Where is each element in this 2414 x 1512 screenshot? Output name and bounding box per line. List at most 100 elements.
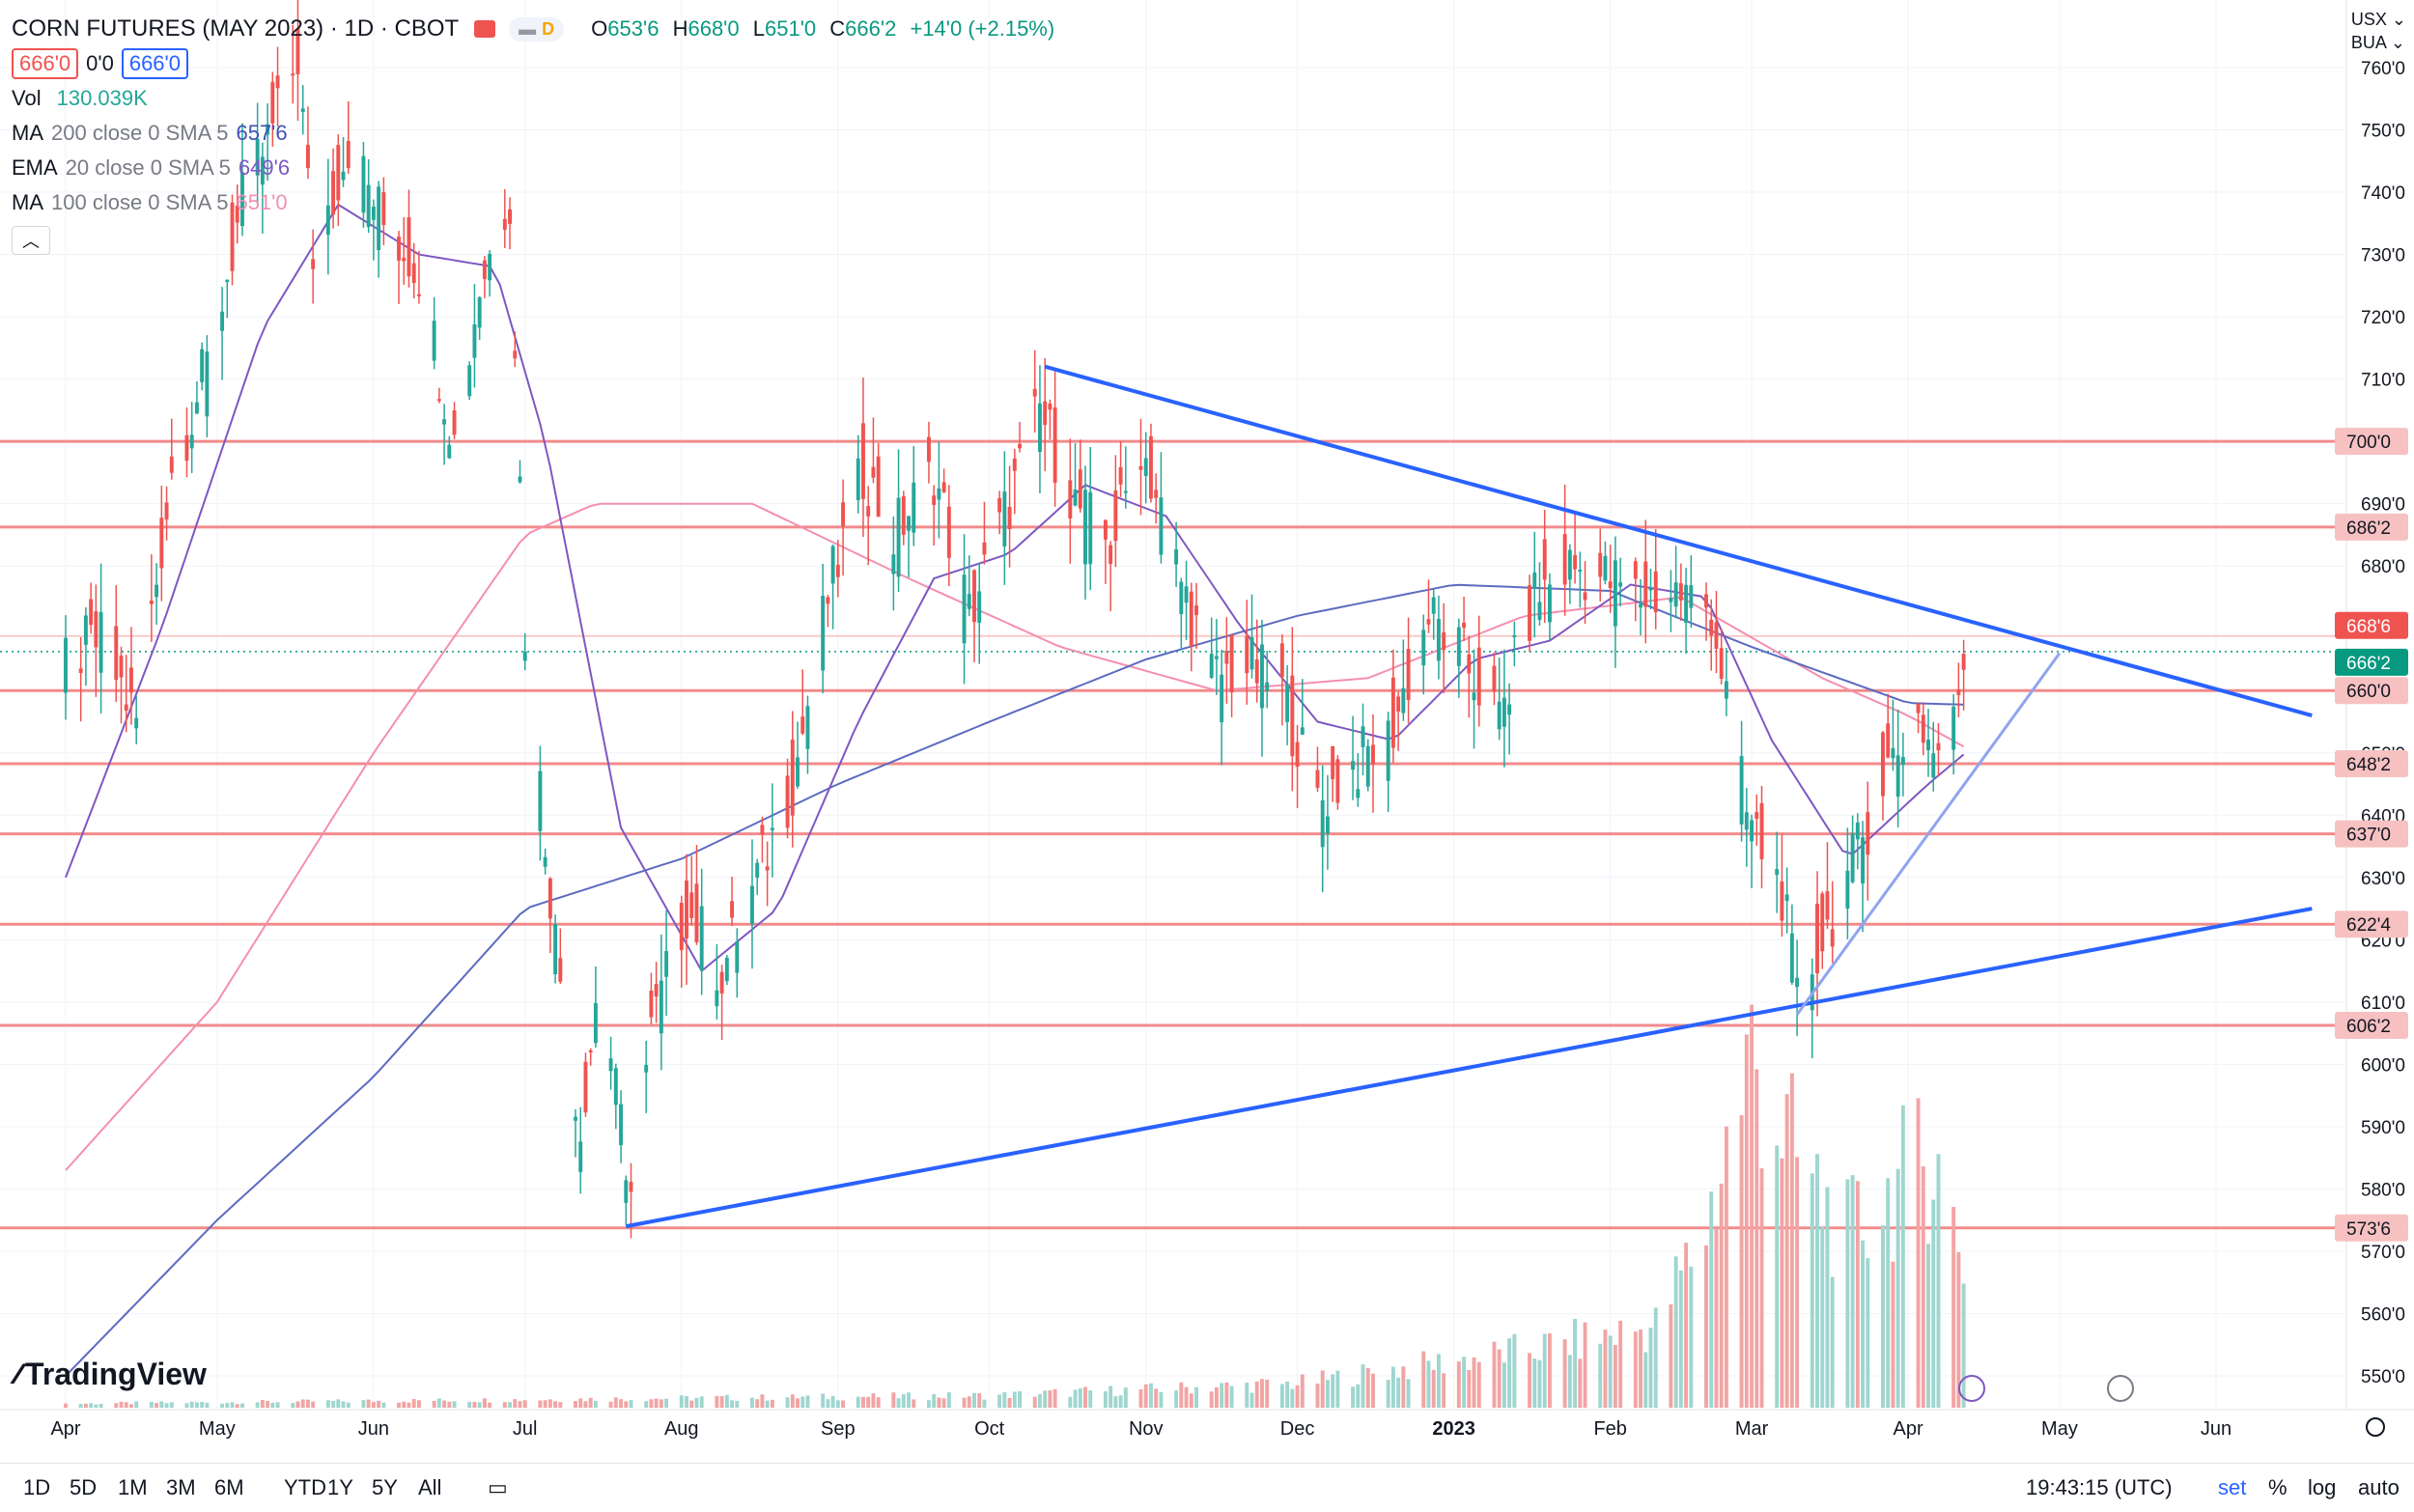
indicator-name: MA — [12, 121, 43, 145]
range-button[interactable]: 1Y — [327, 1475, 353, 1499]
candle-body — [1371, 744, 1375, 765]
range-button[interactable]: YTD — [284, 1475, 326, 1499]
volume-bar — [1048, 1390, 1053, 1408]
log-toggle[interactable]: log — [2308, 1475, 2337, 1499]
flag-icon[interactable] — [474, 20, 496, 38]
volume-bar — [946, 1392, 951, 1408]
candle-body — [488, 254, 492, 281]
volume-bar — [724, 1394, 729, 1408]
x-tick-label: Mar — [1735, 1418, 1769, 1440]
volume-bar — [1497, 1349, 1502, 1408]
candle-body — [1002, 491, 1007, 546]
candle-body — [502, 218, 507, 230]
exchange-selector[interactable]: BUA ⌄ — [2351, 31, 2406, 54]
indicator-row[interactable]: Vol 130.039K — [12, 81, 1054, 116]
indicator-row[interactable]: EMA 20 close 0 SMA 5 649'6 — [12, 151, 1054, 185]
indicator-row[interactable]: MA 100 close 0 SMA 5 651'0 — [12, 185, 1054, 220]
session-toggle[interactable]: set — [2218, 1475, 2247, 1499]
volume-bar — [1567, 1355, 1572, 1408]
price-chart[interactable]: 760'0 750'0 740'0 730'0 720'0 710'0 690'0 680'0… — [0, 0, 2414, 1463]
volume-bar — [1754, 1069, 1759, 1408]
candle-body — [128, 667, 133, 693]
calendar-icon[interactable]: ▭ — [488, 1475, 508, 1499]
candle-body — [608, 1058, 613, 1072]
volume-bar — [436, 1398, 441, 1408]
volume-bar — [1744, 1034, 1749, 1408]
range-button[interactable]: 1D — [23, 1475, 51, 1499]
volume-bar — [1886, 1178, 1891, 1408]
candle-body — [574, 1116, 577, 1121]
volume-bar — [194, 1402, 199, 1408]
candle-body — [1542, 539, 1547, 580]
volume-bar — [381, 1402, 386, 1408]
candle-body — [1361, 726, 1365, 747]
range-button[interactable]: 5Y — [372, 1475, 398, 1499]
tradingview-logo[interactable]: ⁄⁄ TradingView — [15, 1357, 207, 1392]
candle-body — [946, 506, 951, 558]
volume-bar — [841, 1400, 846, 1408]
candle-body — [907, 516, 911, 531]
clock-time[interactable]: 19:43:15 (UTC) — [2026, 1475, 2173, 1499]
candle-body — [1583, 592, 1587, 601]
indicator-row[interactable]: MA 200 close 0 SMA 5 657'6 — [12, 116, 1054, 151]
candle-body — [800, 716, 805, 734]
volume-bar — [1442, 1373, 1446, 1408]
volume-bar — [1148, 1383, 1153, 1408]
candle-body — [1567, 549, 1572, 580]
volume-bar — [1371, 1373, 1375, 1408]
candle-body — [1866, 812, 1870, 855]
x-tick-label: Dec — [1280, 1418, 1315, 1440]
volume-bar — [553, 1401, 558, 1408]
indicator-value: 651'0 — [236, 190, 288, 214]
volume-bar — [1331, 1374, 1335, 1408]
volume-bar — [1002, 1391, 1007, 1408]
symbol-title[interactable]: CORN FUTURES (MAY 2023) · 1D · CBOT — [12, 15, 460, 42]
candle-body — [205, 351, 210, 417]
candle-body — [371, 206, 376, 220]
volume-bar — [558, 1402, 563, 1408]
ask-button[interactable]: 666'0 — [121, 48, 188, 79]
volume-bar — [336, 1399, 341, 1408]
high-label: H — [672, 16, 688, 41]
volume-bar — [1961, 1283, 1966, 1408]
range-button[interactable]: All — [418, 1475, 442, 1499]
candle-body — [547, 878, 552, 919]
candle-body — [1073, 490, 1078, 506]
collapse-legend-button[interactable]: ︿ — [12, 226, 50, 255]
volume-bar — [1603, 1330, 1608, 1408]
volume-bar — [1759, 1168, 1764, 1408]
volume-bar — [1356, 1384, 1361, 1408]
candle-body — [1290, 675, 1295, 757]
candle-body — [1881, 732, 1885, 797]
candle-body — [154, 584, 159, 598]
candle-body — [1618, 582, 1623, 587]
volume-bar — [1739, 1114, 1744, 1408]
volume-bar — [755, 1399, 760, 1408]
currency-selector[interactable]: USX ⌄ — [2351, 8, 2406, 31]
candle-body — [785, 775, 790, 828]
volume-bar — [488, 1402, 492, 1408]
range-button[interactable]: 3M — [166, 1475, 196, 1499]
candle-body — [305, 144, 310, 169]
range-button[interactable]: 5D — [70, 1475, 98, 1499]
bid-button[interactable]: 666'0 — [12, 48, 79, 79]
range-button[interactable]: 6M — [214, 1475, 244, 1499]
volume-bar — [1562, 1339, 1567, 1408]
auto-toggle[interactable]: auto — [2358, 1475, 2400, 1499]
volume-bar — [1083, 1386, 1087, 1408]
level-tag — [2335, 820, 2408, 848]
range-button[interactable]: 1M — [118, 1475, 148, 1499]
candle-body — [805, 706, 810, 749]
volume-bar — [629, 1400, 633, 1408]
percent-toggle[interactable]: % — [2268, 1475, 2288, 1499]
market-status-pill[interactable]: ▬ D — [509, 16, 565, 42]
y-tick-label: 720'0 — [2361, 308, 2405, 328]
candle-body — [1012, 458, 1017, 471]
candle-body — [432, 321, 436, 361]
volume-bar — [982, 1399, 987, 1408]
volume-bar — [1825, 1187, 1830, 1408]
logo-text: TradingView — [25, 1357, 207, 1391]
candle-body — [750, 885, 754, 925]
volume-bar — [1295, 1385, 1300, 1408]
candle-body — [654, 984, 659, 997]
